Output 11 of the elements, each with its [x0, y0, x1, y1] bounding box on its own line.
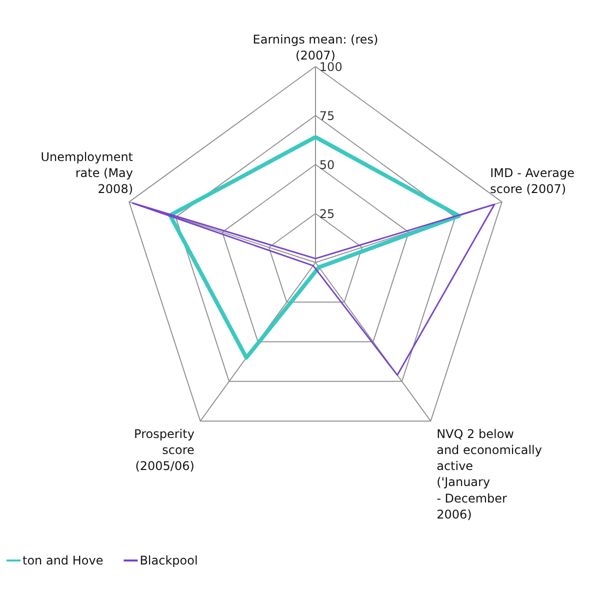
spoke-label: Unemployment rate (May 2008) [40, 150, 134, 196]
spoke-label: IMD - Average score (2007) [490, 166, 575, 196]
legend-label: ton and Hove [22, 554, 104, 568]
y-tick-label: 100 [319, 60, 342, 74]
legend-label: Blackpool [140, 554, 198, 568]
spoke-label: NVQ 2 below and economically active ('January - December 2006) [436, 426, 542, 522]
y-tick-label: 25 [319, 207, 335, 221]
y-tick-label: 50 [319, 158, 335, 172]
y-tick-label: 75 [319, 109, 335, 123]
spoke-label: Earnings mean: (res) (2007) [252, 32, 378, 63]
spoke-label: Prosperity score (2005/06) [134, 426, 194, 474]
